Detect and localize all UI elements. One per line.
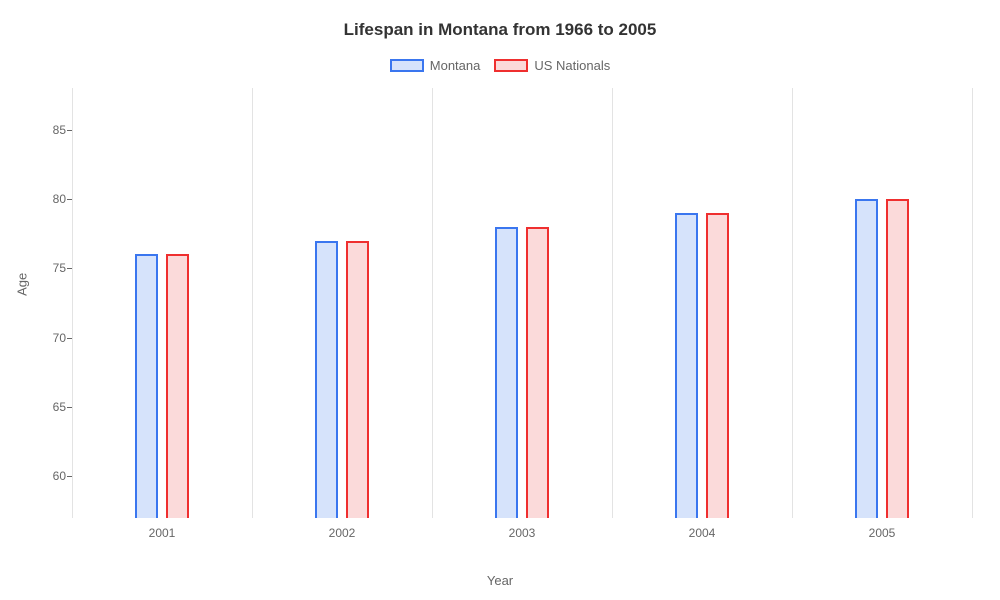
legend-item-us-nationals: US Nationals — [494, 58, 610, 73]
x-tick-label: 2005 — [869, 526, 896, 540]
y-tick-mark — [67, 199, 72, 200]
x-axis-label: Year — [487, 573, 513, 588]
grid-line-vertical — [792, 88, 793, 518]
legend: Montana US Nationals — [0, 58, 1000, 73]
bar — [346, 241, 369, 518]
grid-line-vertical — [432, 88, 433, 518]
legend-item-montana: Montana — [390, 58, 481, 73]
y-tick-label: 75 — [40, 261, 66, 275]
legend-swatch-montana — [390, 59, 424, 72]
grid-line-vertical — [252, 88, 253, 518]
y-tick-mark — [67, 268, 72, 269]
bar — [526, 227, 549, 518]
y-tick-mark — [67, 407, 72, 408]
bar — [675, 213, 698, 518]
y-tick-mark — [67, 130, 72, 131]
y-tick-label: 85 — [40, 123, 66, 137]
bar — [166, 254, 189, 518]
legend-label-us-nationals: US Nationals — [534, 58, 610, 73]
plot-area: 60657075808520012002200320042005 — [72, 88, 972, 518]
legend-swatch-us-nationals — [494, 59, 528, 72]
chart-title: Lifespan in Montana from 1966 to 2005 — [0, 0, 1000, 40]
y-tick-label: 65 — [40, 400, 66, 414]
bar — [315, 241, 338, 518]
bar — [855, 199, 878, 518]
x-tick-label: 2001 — [149, 526, 176, 540]
chart-container: Lifespan in Montana from 1966 to 2005 Mo… — [0, 0, 1000, 600]
y-tick-mark — [67, 338, 72, 339]
grid-line-vertical — [972, 88, 973, 518]
y-tick-label: 70 — [40, 331, 66, 345]
grid-line-vertical — [72, 88, 73, 518]
grid-line-vertical — [612, 88, 613, 518]
x-tick-label: 2003 — [509, 526, 536, 540]
bar — [886, 199, 909, 518]
x-tick-label: 2004 — [689, 526, 716, 540]
y-tick-label: 60 — [40, 469, 66, 483]
y-axis-label: Age — [15, 273, 30, 296]
y-tick-label: 80 — [40, 192, 66, 206]
bar — [495, 227, 518, 518]
legend-label-montana: Montana — [430, 58, 481, 73]
x-tick-label: 2002 — [329, 526, 356, 540]
bar — [135, 254, 158, 518]
bar — [706, 213, 729, 518]
y-tick-mark — [67, 476, 72, 477]
